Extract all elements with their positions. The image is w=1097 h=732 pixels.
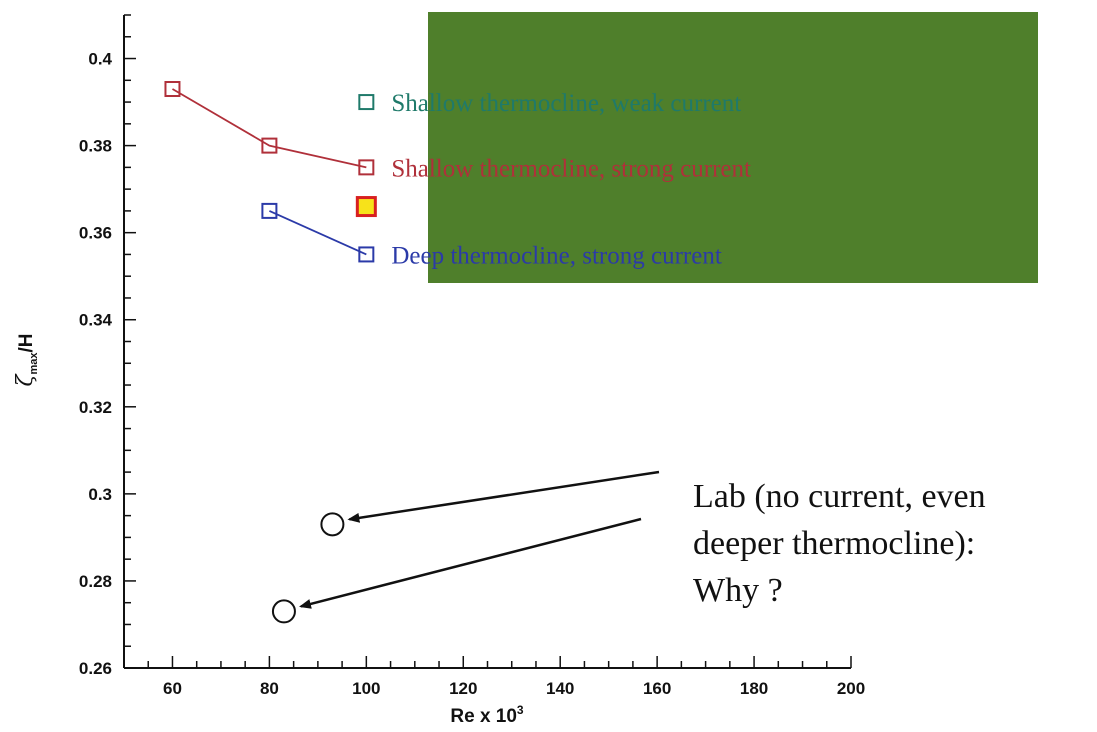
y-tick-label: 0.32 xyxy=(79,398,112,417)
data-point-circle xyxy=(320,512,345,537)
x-tick-label: 140 xyxy=(546,679,574,698)
data-point-square xyxy=(358,159,375,176)
y-tick-label: 0.26 xyxy=(79,659,112,678)
y-tick-label: 0.34 xyxy=(79,311,113,330)
legend-entry-label: Shallow thermocline, strong current xyxy=(391,155,751,182)
annotation-layer: Lab (no current, even deeper thermocline)… xyxy=(299,470,986,609)
x-tick-label: 200 xyxy=(837,679,865,698)
annotation-line: Why ? xyxy=(693,572,783,609)
y-tick-label: 0.38 xyxy=(79,137,112,156)
x-axis-title-superscript: 3 xyxy=(517,703,524,717)
data-point-square xyxy=(164,81,181,98)
y-axis-title-symbol: ζ xyxy=(13,372,38,386)
data-point-square xyxy=(358,94,375,111)
x-axis-title-text: Re x 10 xyxy=(450,706,517,727)
y-axis-title-subscript: max xyxy=(28,352,40,375)
y-axis-title-tail: /H xyxy=(16,334,37,353)
legend-layer: Shallow thermocline, weak current Shallow… xyxy=(391,90,751,269)
annotation-arrow xyxy=(347,470,660,523)
legend-entry-label: Shallow thermocline, weak current xyxy=(391,90,741,117)
x-tick-label: 80 xyxy=(260,679,279,698)
x-axis-title: Re x 103 xyxy=(450,703,524,727)
y-tick-label: 0.28 xyxy=(79,572,112,591)
data-point-filled-square xyxy=(355,196,377,218)
data-point-square xyxy=(261,137,278,154)
ticks-layer: 60 80 100 120 140 160 180 200 0.26 0.28 0.3 0.32 0.3… xyxy=(79,14,865,698)
series-layer xyxy=(164,81,377,624)
legend-entry-label: Deep thermocline, strong current xyxy=(391,242,721,269)
y-tick-label: 0.36 xyxy=(79,224,112,243)
x-tick-label: 60 xyxy=(163,679,182,698)
data-point-square xyxy=(358,246,375,263)
data-point-circle xyxy=(271,599,296,624)
y-tick-label: 0.4 xyxy=(88,50,112,69)
series-line-2 xyxy=(269,210,367,256)
annotation-line: deeper thermocline): xyxy=(693,525,975,562)
annotation-line: Lab (no current, even xyxy=(693,478,986,515)
data-point-square xyxy=(261,202,278,219)
x-tick-label: 160 xyxy=(643,679,671,698)
y-tick-label: 0.3 xyxy=(88,485,112,504)
y-axis-title: ζmax/H xyxy=(13,334,40,387)
x-tick-label: 120 xyxy=(449,679,477,698)
legend-box-layer xyxy=(428,12,1038,283)
x-tick-label: 180 xyxy=(740,679,768,698)
legend-background xyxy=(428,12,1038,283)
annotation-arrow xyxy=(299,517,642,609)
series-line-1 xyxy=(172,88,367,169)
x-tick-label: 100 xyxy=(352,679,380,698)
